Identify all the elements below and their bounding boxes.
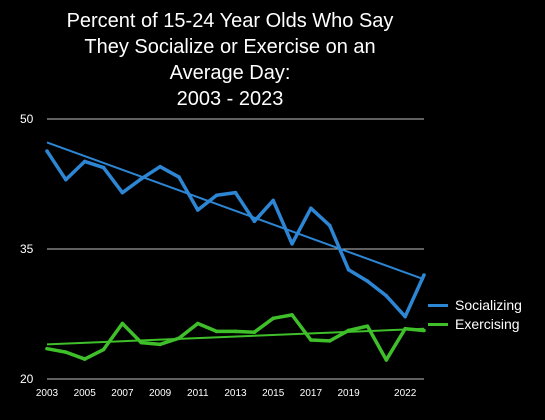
x-tick-label-2022: 2022: [394, 388, 417, 399]
data-point-exercising-2023: [422, 328, 426, 333]
data-point-exercising-2004: [64, 350, 68, 354]
data-point-exercising-2006: [101, 347, 106, 352]
data-point-exercising-2017: [309, 338, 313, 342]
data-point-exercising-2018: [327, 339, 332, 343]
data-point-exercising-2016: [290, 313, 294, 317]
x-tick-label-2007: 2007: [111, 388, 134, 399]
x-tick-label-2009: 2009: [149, 388, 172, 399]
x-tick-label-2011: 2011: [187, 388, 209, 399]
data-point-socializing-2020: [365, 279, 370, 283]
data-point-exercising-2010: [177, 336, 181, 341]
data-point-socializing-2013: [233, 190, 238, 195]
data-point-socializing-2012: [214, 193, 219, 198]
y-tick-label-50: 50: [20, 112, 34, 126]
data-point-socializing-2011: [196, 208, 200, 212]
legend-label-exercising: Exercising: [455, 316, 520, 332]
data-point-exercising-2005: [82, 357, 87, 361]
data-point-exercising-2021: [384, 358, 389, 362]
data-point-exercising-2014: [252, 330, 257, 335]
data-point-socializing-2019: [346, 268, 351, 272]
series-line-socializing: [45, 150, 426, 319]
data-point-exercising-2012: [214, 329, 219, 334]
chart-title: Percent of 15-24 Year Olds Who Say They …: [0, 8, 460, 112]
legend-item-socializing: Socializing: [428, 297, 522, 313]
trendline-socializing: [46, 141, 425, 281]
data-point-exercising-2003: [45, 346, 49, 351]
data-point-socializing-2004: [64, 177, 68, 182]
data-point-exercising-2015: [271, 316, 276, 321]
chart-title-line-3: Average Day:: [169, 62, 291, 84]
data-point-socializing-2006: [101, 165, 106, 170]
x-tick-label-2017: 2017: [300, 388, 323, 399]
data-point-socializing-2005: [82, 159, 87, 164]
legend-label-socializing: Socializing: [455, 297, 522, 313]
data-point-exercising-2022: [403, 326, 407, 331]
data-point-socializing-2009: [158, 164, 162, 169]
data-point-socializing-2017: [309, 206, 313, 211]
x-tick-label-2019: 2019: [337, 388, 360, 399]
data-point-socializing-2015: [271, 198, 276, 203]
chart-title-line-1: Percent of 15-24 Year Olds Who Say: [66, 10, 394, 32]
data-point-socializing-2021: [384, 294, 389, 298]
data-point-socializing-2016: [290, 242, 294, 246]
data-point-exercising-2020: [365, 324, 370, 328]
data-point-exercising-2011: [196, 321, 200, 326]
data-point-socializing-2014: [252, 219, 257, 224]
data-point-socializing-2018: [327, 223, 332, 228]
data-point-socializing-2023: [422, 273, 426, 277]
data-point-socializing-2007: [120, 190, 125, 195]
data-point-socializing-2008: [139, 177, 144, 181]
x-tick-label-2015: 2015: [262, 388, 285, 399]
x-tick-label-2003: 2003: [36, 388, 59, 399]
data-point-exercising-2007: [120, 321, 125, 326]
data-point-exercising-2013: [233, 329, 238, 334]
y-tick-label-20: 20: [20, 372, 34, 386]
data-point-socializing-2010: [177, 175, 181, 179]
chart-title-line-2: They Socialize or Exercise on an: [84, 36, 376, 58]
legend-item-exercising: Exercising: [428, 316, 520, 332]
chart-title-line-4: 2003 - 2023: [176, 88, 284, 110]
data-point-exercising-2008: [139, 340, 144, 345]
data-point-socializing-2003: [45, 149, 49, 153]
data-point-exercising-2019: [346, 328, 351, 333]
legend-swatch-exercising: [428, 322, 448, 326]
y-tick-label-35: 35: [20, 242, 34, 256]
x-tick-label-2013: 2013: [224, 388, 247, 399]
data-point-exercising-2009: [158, 342, 162, 347]
data-point-socializing-2022: [403, 314, 407, 319]
legend-swatch-socializing: [428, 303, 448, 307]
x-tick-label-2005: 2005: [74, 388, 97, 399]
